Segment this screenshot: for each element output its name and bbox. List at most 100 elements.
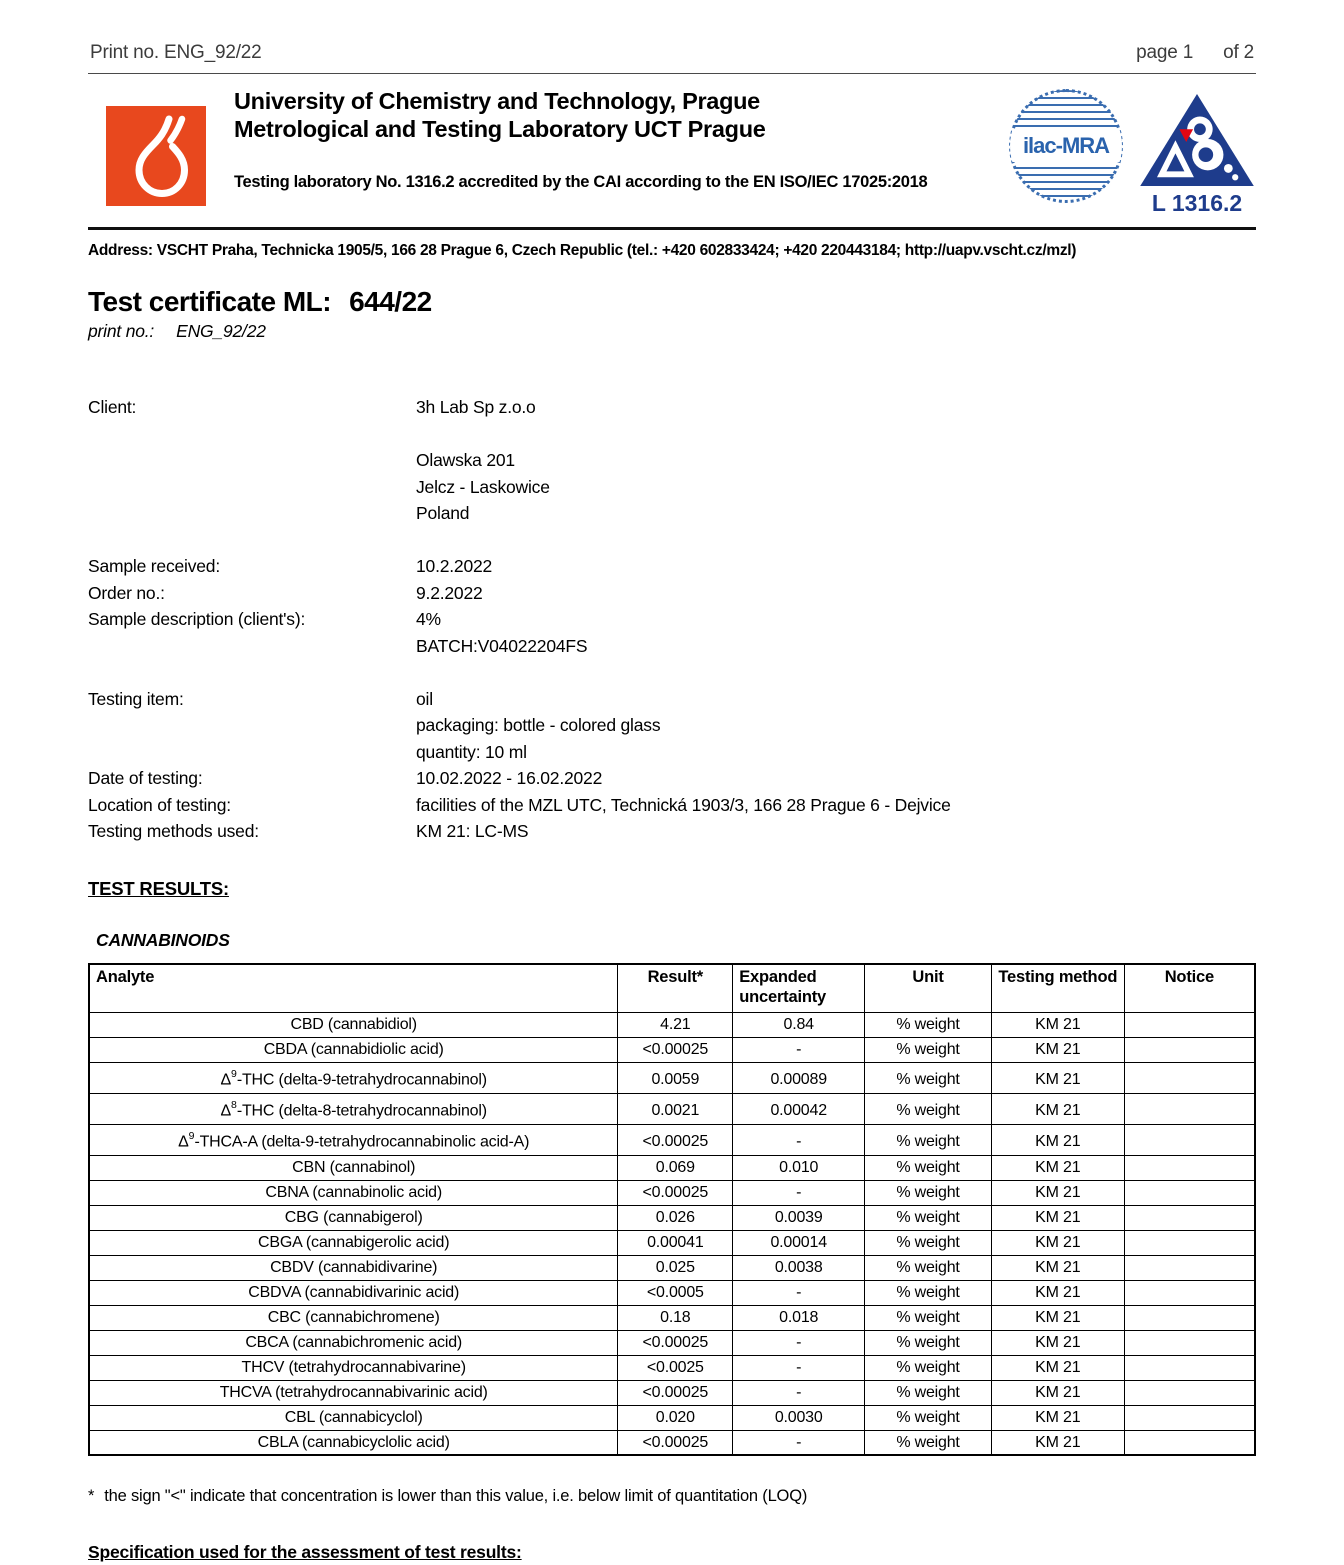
sample-description-label: Sample description (client's): [88,609,306,629]
notice-cell [1123,1254,1256,1281]
spacer [88,421,1256,448]
unit-cell: % weight [864,1092,992,1125]
result-cell: <0.00025 [617,1036,734,1063]
method-cell: KM 21 [990,1154,1125,1181]
accreditation-line: Testing laboratory No. 1316.2 accredited… [234,173,928,192]
certificate-title: Test certificate ML: 644/22 [88,286,1256,318]
footnote-text: the sign "<" indicate that concentration… [104,1487,808,1506]
uncertainty-cell: - [732,1429,866,1456]
unit-cell: % weight [864,1229,992,1256]
uncertainty-cell: - [732,1379,866,1406]
result-cell: <0.00025 [617,1123,734,1156]
header-divider [88,73,1256,74]
notice-cell [1123,1379,1256,1406]
uncertainty-cell: 0.00089 [732,1061,866,1094]
table-row: CBNA (cannabinolic acid) <0.00025-% weigh… [88,1179,1256,1206]
client-address-line: Jelcz - Laskowice [416,476,550,497]
uncertainty-cell: 0.0039 [732,1204,866,1231]
table-row: THCVA (tetrahydrocannabivarinic acid) <0.… [88,1379,1256,1406]
notice-cell [1123,1154,1256,1181]
ilac-mra-logo-icon: ilac-MRA [1009,89,1123,203]
methods-value: KM 21: LC-MS [416,821,529,841]
date-of-testing-value: 10.02.2022 - 16.02.2022 [416,768,603,788]
cannabinoids-heading: CANNABINOIDS [96,929,230,950]
method-cell: KM 21 [990,1204,1125,1231]
result-cell: 0.025 [617,1254,734,1281]
section-divider [88,227,1256,230]
uncertainty-cell: - [732,1036,866,1063]
unit-cell: % weight [864,1061,992,1094]
spacer [88,659,1256,686]
result-cell: <0.00025 [617,1379,734,1406]
analyte-cell: THCV (tetrahydrocannabivarine) [88,1354,619,1381]
testing-item-value: oil [416,688,433,709]
notice-cell [1123,1123,1256,1156]
table-row: CBCA (cannabichromenic acid) <0.00025-% w… [88,1329,1256,1356]
specification-heading: Specification used for the assessment of… [88,1542,522,1563]
unit-cell: % weight [864,1279,992,1306]
method-cell: KM 21 [990,1123,1125,1156]
analyte-cell: CBG (cannabigerol) [88,1204,619,1231]
analyte-cell: Δ9-THCA-A (delta-9-tetrahydrocannabinoli… [88,1123,619,1156]
unit-cell: % weight [864,1123,992,1156]
result-cell: <0.0025 [617,1354,734,1381]
result-cell: 0.020 [617,1404,734,1431]
location-label: Location of testing: [88,794,231,815]
table-row: CBLA (cannabicyclolic acid) <0.00025-% we… [88,1429,1256,1456]
analyte-cell: Δ9-THC (delta-9-tetrahydrocannabinol) [88,1061,619,1094]
client-name: 3h Lab Sp z.o.o [416,397,536,417]
unit-cell: % weight [864,1154,992,1181]
unit-cell: % weight [864,1429,992,1456]
table-header-row: Analyte Result* Expanded uncertainty Uni… [88,963,1256,1013]
lab-header: University of Chemistry and Technology, … [88,88,1256,217]
sample-received-value: 10.2.2022 [416,556,493,576]
notice-cell [1123,1429,1256,1456]
uct-logo-icon [106,106,206,206]
table-row: CBDV (cannabidivarine) 0.025 0.0038% weigh… [88,1254,1256,1281]
print-no-value: ENG_92/22 [176,321,266,341]
table-row: CBD (cannabidiol) 4.21 0.84% weight KM 21 [88,1011,1256,1038]
uncertainty-cell: 0.00014 [732,1229,866,1256]
table-row: Δ8-THC (delta-8-tetrahydrocannabinol) 0.0… [88,1092,1256,1125]
column-header-method: Testing method [990,963,1125,1013]
sample-description-value: 4% [416,609,441,629]
location-value: facilities of the MZL UTC, Technická 190… [416,794,951,815]
method-cell: KM 21 [990,1279,1125,1306]
cai-logo-block: L 1316.2 [1138,92,1256,217]
notice-cell [1123,1329,1256,1356]
method-cell: KM 21 [990,1229,1125,1256]
method-cell: KM 21 [990,1011,1125,1038]
date-of-testing-label: Date of testing: [88,768,203,788]
analyte-cell: CBGA (cannabigerolic acid) [88,1229,619,1256]
notice-cell [1123,1204,1256,1231]
result-cell: <0.00025 [617,1179,734,1206]
results-tbody: CBD (cannabidiol) 4.21 0.84% weight KM 21 CB… [88,1011,1256,1456]
uncertainty-cell: 0.00042 [732,1092,866,1125]
footnote-marker: * [88,1487,95,1506]
result-cell: 0.18 [617,1304,734,1331]
uncertainty-cell: 0.0038 [732,1254,866,1281]
analyte-cell: CBDV (cannabidivarine) [88,1254,619,1281]
cai-accreditation-number: L 1316.2 [1151,190,1243,216]
print-number: Print no. ENG_92/22 [90,42,262,63]
column-header-notice: Notice [1123,963,1256,1013]
table-row: Δ9-THCA-A (delta-9-tetrahydrocannabinoli… [88,1123,1256,1156]
notice-cell [1123,1061,1256,1094]
table-row: Δ9-THC (delta-9-tetrahydrocannabinol) 0.0… [88,1061,1256,1094]
unit-cell: % weight [864,1404,992,1431]
unit-cell: % weight [864,1329,992,1356]
result-cell: 0.069 [617,1154,734,1181]
method-cell: KM 21 [990,1061,1125,1094]
page-count: of 2 [1223,42,1254,63]
result-cell: <0.0005 [617,1279,734,1306]
spacer [88,527,1256,554]
batch-value: BATCH:V04022204FS [416,635,588,656]
method-cell: KM 21 [990,1179,1125,1206]
certificate-title-label: Test certificate ML: [88,286,332,317]
page-number: page 1 [1136,42,1194,63]
result-cell: <0.00025 [617,1429,734,1456]
certificate-number: 644/22 [349,286,432,317]
column-header-analyte: Analyte [88,963,619,1013]
column-header-unit: Unit [864,963,992,1013]
